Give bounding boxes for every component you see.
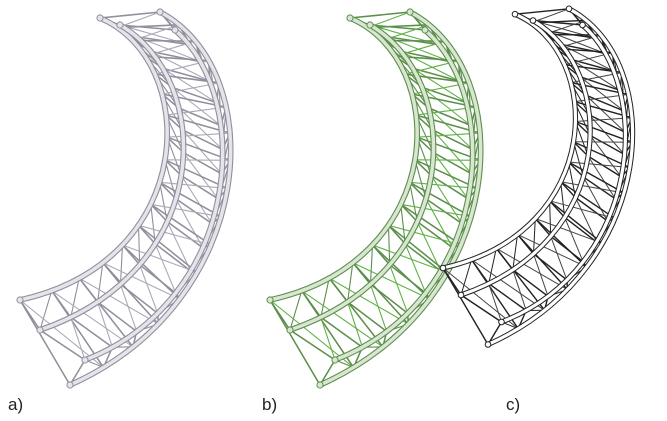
tube-end	[117, 22, 123, 28]
figure: a) b) c)	[0, 0, 667, 421]
tube-end	[566, 6, 572, 12]
tube-end	[317, 382, 323, 388]
tube-end	[157, 9, 163, 15]
diagonal	[389, 225, 390, 264]
tube-end	[485, 342, 491, 348]
diagonal	[550, 201, 551, 237]
cross-member	[139, 225, 198, 272]
diagonal	[321, 317, 335, 360]
tube-end	[422, 27, 428, 33]
cross-member	[176, 199, 212, 224]
diagonal	[121, 245, 123, 284]
cross-member	[426, 199, 462, 224]
cross-member	[183, 130, 223, 150]
tube-end	[367, 22, 373, 28]
tube-end	[172, 27, 178, 33]
tube-end	[267, 297, 273, 303]
diagonal	[139, 225, 140, 264]
page: a) b) c) (() => { const data = JSON.pars…	[0, 0, 667, 421]
truss-render-shaded	[17, 9, 231, 388]
tube-end	[499, 319, 505, 325]
diagonal	[183, 130, 222, 174]
tube-end	[440, 265, 446, 271]
cross-member	[71, 317, 113, 347]
tube-end	[17, 297, 23, 303]
diagonal	[71, 317, 85, 360]
tube-end	[332, 357, 338, 363]
diagonal	[139, 225, 212, 245]
diagonal	[534, 219, 536, 254]
diagonal	[389, 225, 462, 245]
cross-member	[321, 317, 363, 347]
panel-label: b)	[262, 395, 277, 414]
tube-end	[512, 11, 518, 17]
tube-end	[97, 15, 103, 21]
cross-member	[589, 115, 625, 132]
tube-end	[82, 357, 88, 363]
tube-end	[347, 15, 353, 21]
tube-end	[287, 327, 293, 333]
diagonal	[433, 130, 472, 174]
cross-member	[550, 201, 603, 244]
tube-end	[580, 22, 586, 28]
diagonal	[371, 245, 373, 284]
cross-member	[433, 130, 473, 150]
tube-end	[37, 327, 43, 333]
diagonal	[589, 115, 624, 155]
cross-member	[583, 177, 615, 199]
tube-end	[67, 382, 73, 388]
tube-end	[458, 292, 464, 298]
diagonal	[489, 284, 502, 322]
tube-end	[530, 18, 536, 24]
tube-end	[407, 9, 413, 15]
cross-member	[389, 225, 448, 272]
panel-label: a)	[8, 395, 23, 414]
cross-member	[489, 284, 527, 311]
diagonal	[550, 201, 615, 219]
truss-render-highlighted	[267, 9, 481, 388]
panel-label: c)	[506, 395, 520, 414]
